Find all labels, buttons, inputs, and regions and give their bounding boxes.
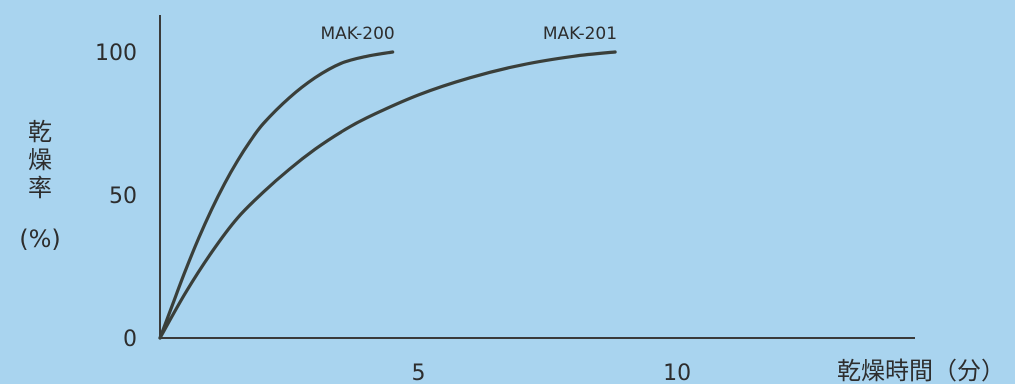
series-label: MAK-201 [543,24,617,44]
series-label: MAK-200 [320,24,394,44]
y-axis-label: 乾燥率 [28,118,52,202]
y-tick-label: 50 [109,184,137,209]
x-tick-label: 5 [412,361,426,384]
y-axis-label-char: 乾 [28,118,52,146]
x-tick-labels: 5 10 [412,361,692,384]
series-curves [158,50,617,340]
y-axis-label-char: 率 [28,174,52,202]
axes [159,15,915,339]
series-line-mak-200 [158,50,395,340]
y-tick-label: 100 [95,41,137,66]
y-axis-unit: (%) [19,225,61,253]
y-axis-label-char: 燥 [28,146,52,174]
series-labels: MAK-200 MAK-201 [320,24,617,44]
y-tick-labels: 0 50 100 [95,41,137,352]
y-tick-label: 0 [123,327,137,352]
x-axis-label: 乾燥時間（分） [837,357,1005,384]
series-line-mak-201 [158,50,617,340]
x-tick-label: 10 [663,361,691,384]
